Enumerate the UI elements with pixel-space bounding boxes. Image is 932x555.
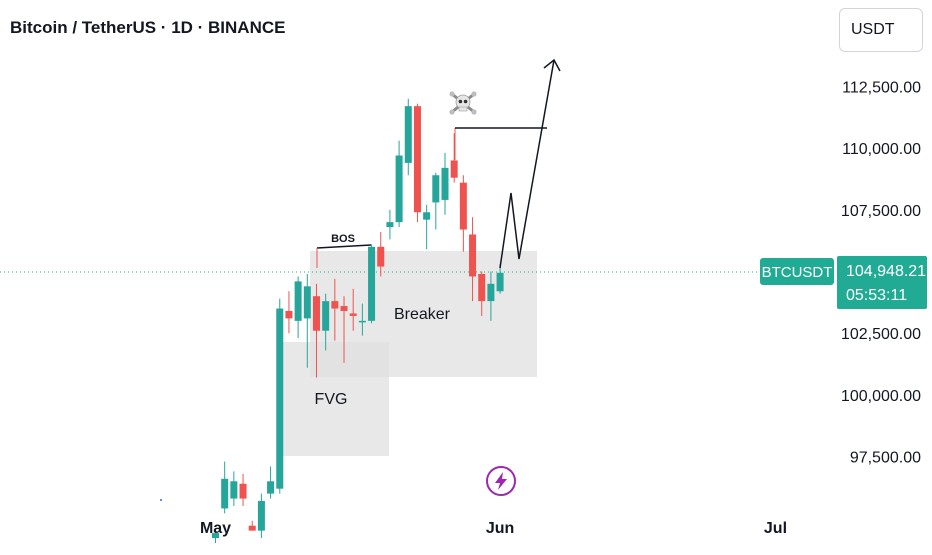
candle-0 bbox=[212, 530, 219, 543]
candle-6 bbox=[267, 466, 275, 499]
y-tick-label: 97,500.00 bbox=[850, 450, 921, 467]
candle-12 bbox=[322, 293, 330, 351]
skull-icon bbox=[449, 91, 477, 115]
y-tick-label: 107,500.00 bbox=[841, 203, 921, 220]
candle-body bbox=[221, 478, 229, 509]
candle-22 bbox=[413, 103, 421, 223]
bos-line bbox=[316, 244, 372, 249]
y-tick-label: 110,000.00 bbox=[842, 141, 921, 158]
candle-body bbox=[423, 212, 431, 220]
candle-27 bbox=[459, 175, 467, 252]
candle-body bbox=[230, 481, 238, 499]
candles-layer bbox=[212, 98, 504, 543]
candle-body bbox=[285, 310, 293, 319]
candle-26 bbox=[450, 133, 458, 183]
candle-body bbox=[478, 273, 486, 302]
candle-28 bbox=[469, 217, 477, 302]
bos-label: BOS bbox=[331, 233, 355, 245]
candle-body bbox=[239, 483, 247, 499]
bos-marker: BOS bbox=[316, 233, 372, 268]
y-tick-label: 102,500.00 bbox=[841, 326, 921, 343]
projection-line bbox=[499, 59, 555, 269]
x-tick-label: Jun bbox=[486, 520, 514, 537]
candle-body bbox=[441, 167, 449, 200]
candle-body bbox=[267, 481, 275, 494]
candle-30 bbox=[487, 271, 495, 321]
origin-dot bbox=[160, 499, 162, 501]
y-tick-label: 112,500.00 bbox=[842, 79, 921, 96]
candle-body bbox=[257, 501, 265, 531]
candle-body bbox=[496, 272, 504, 292]
symbol-badge: BTCUSDT bbox=[760, 258, 834, 285]
candle-10 bbox=[303, 273, 311, 368]
candle-13 bbox=[331, 278, 339, 341]
candle-body bbox=[386, 222, 394, 228]
candle-1 bbox=[221, 461, 229, 514]
candle-body bbox=[450, 160, 458, 178]
candle-25 bbox=[441, 153, 449, 215]
projection-arrowhead bbox=[543, 58, 561, 72]
candle-body bbox=[331, 301, 339, 309]
candle-body bbox=[294, 281, 302, 321]
candle-body bbox=[276, 308, 284, 489]
candle-body bbox=[340, 306, 348, 311]
breaker-label: Breaker bbox=[394, 306, 451, 323]
candle-14 bbox=[340, 296, 348, 363]
x-tick-label: Jul bbox=[764, 520, 787, 537]
candle-body bbox=[368, 246, 376, 321]
lightning-icon[interactable] bbox=[486, 466, 516, 496]
candle-23 bbox=[423, 204, 431, 250]
candle-body bbox=[322, 301, 330, 331]
candle-body bbox=[377, 246, 385, 267]
price-badge: 104,948.21 05:53:11 bbox=[837, 256, 927, 309]
candle-18 bbox=[377, 232, 385, 277]
candle-20 bbox=[395, 140, 403, 228]
price-badge-countdown: 05:53:11 bbox=[846, 287, 907, 304]
currency-button[interactable]: USDT bbox=[839, 8, 923, 52]
chart-title: Bitcoin / TetherUS · 1D · BINANCE bbox=[10, 18, 286, 37]
candle-21 bbox=[404, 98, 412, 176]
projection-path bbox=[499, 58, 561, 269]
candle-11 bbox=[312, 283, 320, 378]
x-axis: May Jun Jul bbox=[200, 520, 787, 537]
candle-body bbox=[459, 182, 467, 230]
candle-5 bbox=[257, 493, 265, 539]
candle-17 bbox=[368, 244, 376, 324]
candle-15 bbox=[349, 288, 357, 331]
x-tick-label: May bbox=[200, 520, 231, 537]
candle-body bbox=[358, 320, 366, 323]
candle-body bbox=[413, 106, 421, 213]
y-tick-label: 100,000.00 bbox=[841, 388, 921, 405]
breaker-zone bbox=[310, 251, 537, 377]
candle-body bbox=[469, 234, 477, 277]
candle-4 bbox=[248, 520, 256, 531]
candle-8 bbox=[285, 291, 293, 334]
candle-16 bbox=[358, 303, 366, 336]
price-badge-value: 104,948.21 bbox=[846, 263, 926, 280]
candle-29 bbox=[478, 271, 486, 316]
candle-31 bbox=[496, 264, 504, 294]
symbol-badge-text: BTCUSDT bbox=[762, 264, 833, 281]
fvg-label: FVG bbox=[315, 391, 348, 408]
candle-7 bbox=[276, 298, 284, 494]
candle-body bbox=[487, 283, 495, 302]
zones-layer bbox=[283, 251, 537, 456]
candle-body bbox=[248, 525, 256, 531]
candle-body bbox=[212, 533, 219, 539]
candle-body bbox=[404, 106, 412, 163]
candle-body bbox=[312, 296, 320, 331]
y-axis: 112,500.00 110,000.00 107,500.00 102,500.00… bbox=[841, 79, 921, 466]
candle-body bbox=[432, 175, 440, 203]
candle-body bbox=[303, 286, 311, 319]
candle-body bbox=[349, 313, 357, 316]
candle-24 bbox=[432, 172, 440, 230]
candle-3 bbox=[239, 473, 247, 506]
candle-19 bbox=[386, 209, 394, 240]
candle-9 bbox=[294, 276, 302, 339]
candle-body bbox=[395, 155, 403, 223]
liquidity-line bbox=[454, 127, 547, 160]
candle-2 bbox=[230, 471, 238, 506]
